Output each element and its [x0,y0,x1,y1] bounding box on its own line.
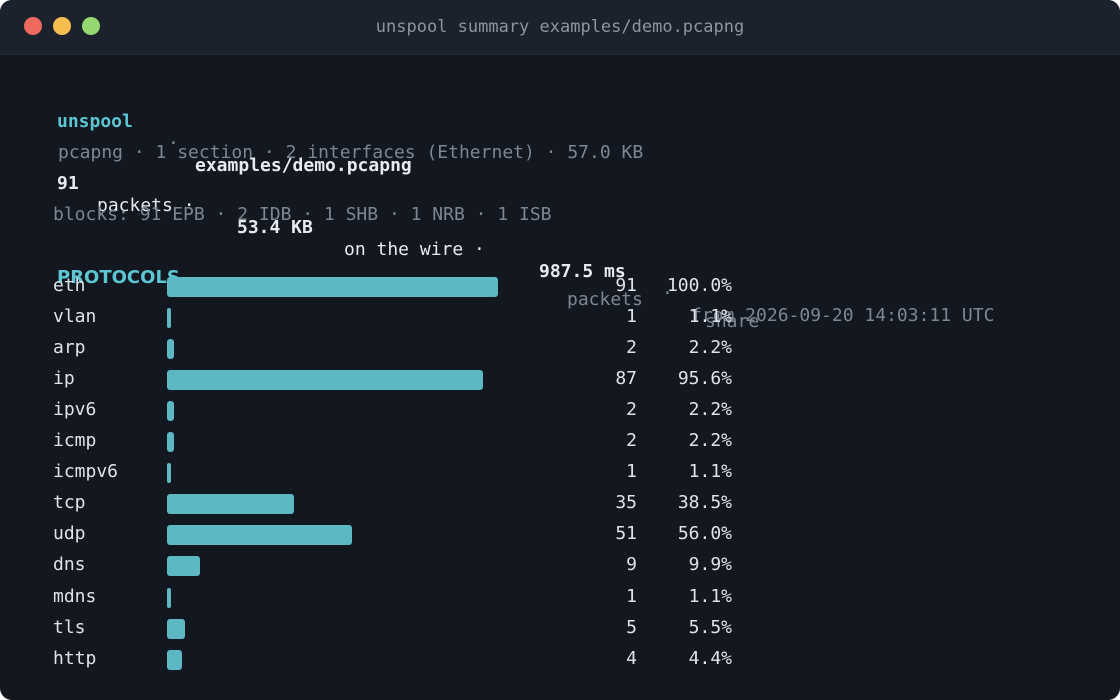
protocol-share: 95.6% [677,368,732,390]
protocol-packet-count: 91 [615,275,637,296]
protocol-row: ip 87 95.6% [0,364,1120,395]
protocol-share-bar [167,401,174,422]
protocol-row: dns 9 9.9% [0,550,1120,581]
protocol-share-bar [167,277,498,297]
app-name: unspool [57,111,133,132]
protocol-name: http [53,647,97,669]
protocol-row: http 4 4.4% [0,644,1120,675]
protocol-share-bar [167,649,182,670]
protocol-packet-count: 2 [626,430,637,452]
protocol-packet-count: 1 [626,461,637,483]
protocol-name: udp [53,523,86,545]
protocol-packet-count: 1 [626,585,637,607]
protocol-share: 1.1% [688,306,732,328]
protocol-row: icmpv6 1 1.1% [0,457,1120,488]
bytes-value: 53.4 KB [237,217,313,238]
bytes-label: on the wire · [344,239,485,260]
protocol-row: eth 91 100.0% [0,271,1120,302]
protocol-share: 9.9% [688,554,732,576]
protocol-share: 2.2% [688,430,732,452]
protocol-row: udp 51 56.0% [0,519,1120,550]
blocks-info: blocks: 91 EPB · 2 IDB · 1 SHB · 1 NRB ·… [53,204,552,225]
protocol-name: icmp [53,430,97,452]
protocol-packet-count: 5 [626,616,637,638]
protocols-title: PROTOCOLS [57,267,180,288]
protocol-packet-count: 4 [626,647,637,669]
protocol-row: mdns 1 1.1% [0,582,1120,613]
protocol-packet-count: 1 [626,306,637,328]
protocol-name: dns [53,554,86,576]
protocol-share-bar [167,339,174,360]
capture-start-time: from 2026-09-20 14:03:11 UTC [691,305,995,326]
protocol-name: mdns [53,585,97,607]
blocks-line: blocks: 91 EPB · 2 IDB · 1 SHB · 1 NRB ·… [0,182,552,248]
protocol-name: tcp [53,492,86,514]
protocol-name: ip [53,368,75,390]
protocol-row: icmp 2 2.2% [0,426,1120,457]
protocol-share: 56.0% [677,523,732,545]
protocol-share-bar [167,432,174,453]
protocol-share-bar [167,618,185,639]
protocol-share-bar [167,556,200,577]
window-title: unspool summary examples/demo.pcapng [375,17,745,37]
protocol-share-bar [167,308,171,329]
close-window-button[interactable] [24,17,42,35]
protocol-share-bar [167,370,483,391]
stats-line: 91 packets · 53.4 KB on the wire · 987.5… [0,151,994,349]
protocol-share: 2.2% [688,399,732,421]
protocol-packet-count: 51 [615,523,637,545]
protocol-share: 38.5% [677,492,732,514]
protocol-packet-count: 35 [615,492,637,514]
protocol-row: tcp 35 38.5% [0,488,1120,519]
protocol-share: 100.0% [666,275,732,296]
protocol-share-bar [167,463,171,484]
packet-count: 91 [57,173,79,194]
protocol-share-bar [167,494,294,515]
protocol-row: arp 2 2.2% [0,333,1120,364]
protocol-name: icmpv6 [53,461,119,483]
duration-value: 987.5 ms [539,261,626,282]
protocol-share: 1.1% [688,461,732,483]
protocol-packet-count: 9 [626,554,637,576]
protocol-name: eth [53,275,86,296]
protocol-name: tls [53,616,86,638]
protocols-header: PROTOCOLS packets share [0,245,759,355]
protocol-share: 5.5% [688,616,732,638]
title-bar: unspool summary examples/demo.pcapng [0,0,1120,55]
separator-dot: · [168,133,179,154]
protocol-name: vlan [53,306,97,328]
format-info: pcapng · 1 section · 2 interfaces (Ether… [58,142,644,163]
protocol-share: 4.4% [688,647,732,669]
format-line: pcapng · 1 section · 2 interfaces (Ether… [0,120,643,186]
protocol-name: arp [53,337,86,359]
protocol-row: tls 5 5.5% [0,613,1120,644]
protocol-share-bar [167,587,171,608]
protocol-row: vlan 1 1.1% [0,302,1120,333]
minimize-window-button[interactable] [53,17,71,35]
protocol-row: ipv6 2 2.2% [0,395,1120,426]
protocol-share-bar [167,525,352,546]
share-column-header: share [705,311,760,332]
from-separator: · [662,283,673,304]
protocol-share: 2.2% [688,337,732,359]
protocol-packet-count: 87 [615,368,637,390]
file-name: examples/demo.pcapng [195,155,412,176]
header-line: unspool · examples/demo.pcapng [0,89,412,199]
maximize-window-button[interactable] [82,17,100,35]
protocol-share: 1.1% [688,585,732,607]
protocol-name: ipv6 [53,399,97,421]
packets-label: packets · [97,195,195,216]
packets-column-header: packets [567,289,643,310]
protocol-packet-count: 2 [626,337,637,359]
protocol-packet-count: 2 [626,399,637,421]
